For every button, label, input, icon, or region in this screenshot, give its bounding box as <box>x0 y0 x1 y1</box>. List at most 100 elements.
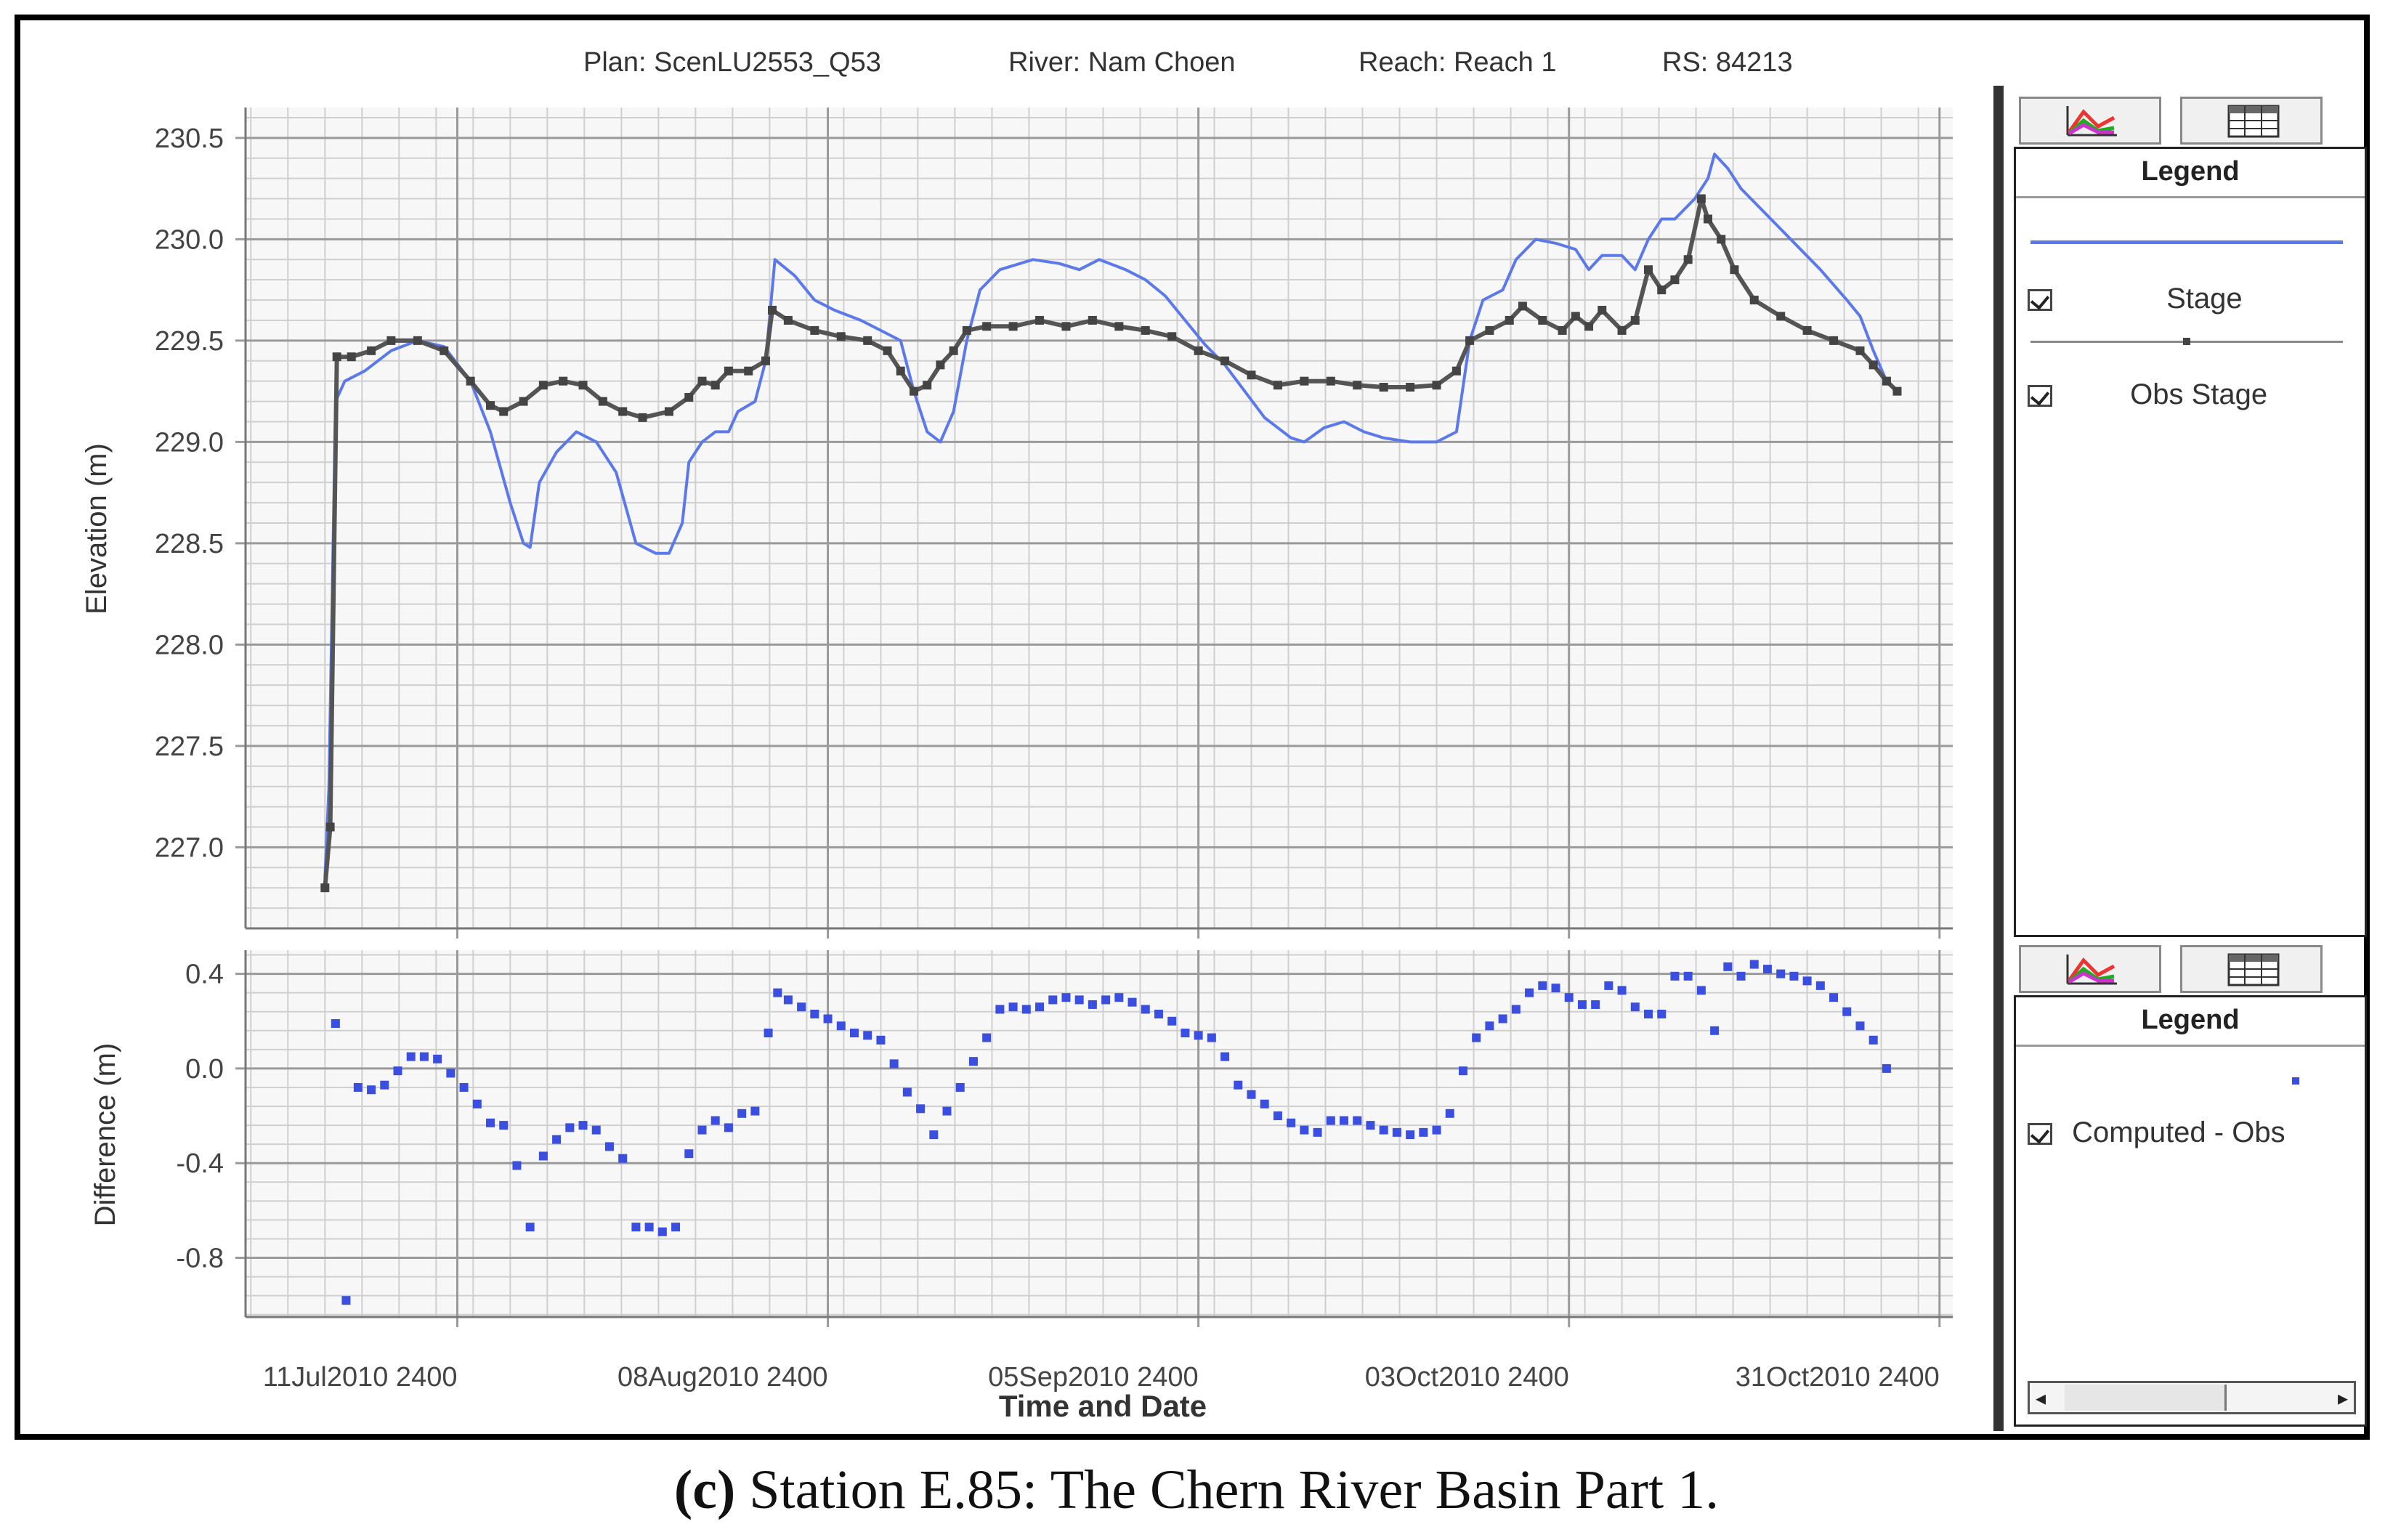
difference-point <box>1021 1005 1031 1014</box>
difference-point <box>446 1069 455 1078</box>
legend-swatch-stage <box>2030 240 2343 244</box>
obs-stage-point <box>1220 356 1230 365</box>
obs-stage-point <box>909 386 918 396</box>
elevation-plot-area <box>246 108 1953 928</box>
obs-stage-point <box>367 346 376 355</box>
obs-stage-point <box>744 366 753 376</box>
difference-point <box>697 1125 707 1135</box>
obs-stage-point <box>949 346 958 355</box>
obs-stage-point <box>1485 325 1494 335</box>
difference-point <box>995 1005 1005 1014</box>
obs-stage-point <box>1598 306 1607 315</box>
difference-point <box>1313 1127 1322 1137</box>
table-icon <box>2227 953 2280 986</box>
difference-point <box>942 1106 952 1116</box>
obs-stage-point <box>1630 315 1640 325</box>
difference-point <box>1472 1033 1481 1042</box>
checkbox-obs-stage[interactable] <box>2028 385 2052 408</box>
difference-point <box>1749 960 1759 969</box>
obs-stage-point <box>768 306 777 315</box>
obs-stage-point <box>1518 301 1527 311</box>
obs-stage-point <box>519 397 528 406</box>
difference-point <box>1287 1118 1296 1127</box>
legend-marker-obs-stage <box>2183 338 2190 345</box>
difference-point <box>1696 986 1706 995</box>
chart-icon <box>2066 955 2117 985</box>
difference-point <box>644 1223 654 1232</box>
legend-label-obs-stage: Obs Stage <box>2130 378 2268 410</box>
y-tick-label: 227.5 <box>155 732 224 762</box>
obs-stage-point <box>1617 325 1627 335</box>
difference-point <box>499 1121 509 1130</box>
tab-chart-top[interactable] <box>2019 97 2161 145</box>
legend-item-stage[interactable]: Stage <box>2028 283 2243 315</box>
difference-point <box>1194 1031 1203 1040</box>
obs-stage-point <box>1273 381 1282 390</box>
obs-stage-point <box>1353 381 1362 390</box>
obs-stage-point <box>499 407 509 416</box>
legend-scrollbar[interactable]: ◂ ▸ <box>2028 1381 2356 1414</box>
obs-stage-point <box>1141 325 1150 335</box>
difference-point <box>1340 1116 1349 1125</box>
difference-point <box>1868 1035 1878 1045</box>
legend-label-computed-obs: Computed - Obs <box>2072 1116 2285 1148</box>
difference-point <box>631 1223 641 1232</box>
difference-point <box>1392 1127 1401 1137</box>
obs-stage-point <box>1465 336 1475 345</box>
obs-stage-point <box>1703 214 1712 224</box>
difference-point <box>1035 1002 1045 1012</box>
obs-stage-point <box>1247 370 1256 380</box>
obs-stage-point <box>1008 322 1018 331</box>
difference-point <box>849 1029 859 1038</box>
obs-stage-point <box>836 332 846 341</box>
difference-point <box>671 1223 681 1232</box>
difference-point <box>1088 1000 1097 1009</box>
legend-item-computed-obs[interactable]: Computed - Obs <box>2028 1116 2285 1149</box>
legend-item-obs-stage[interactable]: Obs Stage <box>2028 378 2267 411</box>
difference-point <box>982 1033 992 1042</box>
panel-separator[interactable] <box>1993 86 2004 1431</box>
checkbox-stage[interactable] <box>2028 289 2052 312</box>
difference-point <box>724 1123 733 1132</box>
obs-stage-point <box>1061 322 1071 331</box>
difference-point <box>876 1035 886 1045</box>
checkbox-computed-obs[interactable] <box>2028 1123 2052 1146</box>
caption-text: Station E.85: The Chern River Basin Part… <box>749 1459 1720 1520</box>
difference-point <box>1564 993 1574 1002</box>
y-tick-label: 0.4 <box>185 960 224 990</box>
difference-point <box>764 1029 773 1038</box>
difference-point <box>1762 965 1772 974</box>
obs-stage-point <box>386 336 396 345</box>
scroll-left-arrow-icon[interactable]: ◂ <box>2036 1387 2046 1409</box>
chart-window: Plan: ScenLU2553_Q53 River: Nam Choen Re… <box>15 15 2370 1440</box>
difference-point <box>1855 1021 1865 1031</box>
obs-stage-point <box>440 346 449 355</box>
obs-stage-point <box>810 325 819 335</box>
scrollbar-thumb[interactable] <box>2065 1385 2227 1411</box>
tab-table-bottom[interactable] <box>2180 945 2323 993</box>
obs-stage-point <box>1406 383 1415 392</box>
difference-point <box>1379 1125 1388 1135</box>
difference-point <box>1710 1026 1720 1035</box>
difference-point <box>406 1052 416 1061</box>
difference-point <box>1644 1009 1653 1018</box>
difference-point <box>889 1059 899 1069</box>
obs-stage-point <box>347 352 356 362</box>
obs-stage-point <box>697 376 707 386</box>
tab-chart-bottom[interactable] <box>2019 945 2161 993</box>
obs-stage-point <box>1538 315 1547 325</box>
obs-stage-point <box>638 413 647 422</box>
obs-stage-point <box>1868 360 1878 370</box>
tab-table-top[interactable] <box>2180 97 2323 145</box>
difference-point <box>1591 1000 1600 1009</box>
difference-point <box>1498 1014 1507 1024</box>
obs-stage-point <box>1379 383 1388 392</box>
obs-stage-point <box>1644 265 1653 275</box>
obs-stage-point <box>1802 325 1812 335</box>
difference-point <box>1723 962 1733 971</box>
difference-point <box>1247 1090 1256 1099</box>
obs-stage-point <box>1829 336 1839 345</box>
difference-point <box>1008 1002 1018 1012</box>
difference-point <box>1776 969 1786 978</box>
scroll-right-arrow-icon[interactable]: ▸ <box>2337 1387 2348 1409</box>
